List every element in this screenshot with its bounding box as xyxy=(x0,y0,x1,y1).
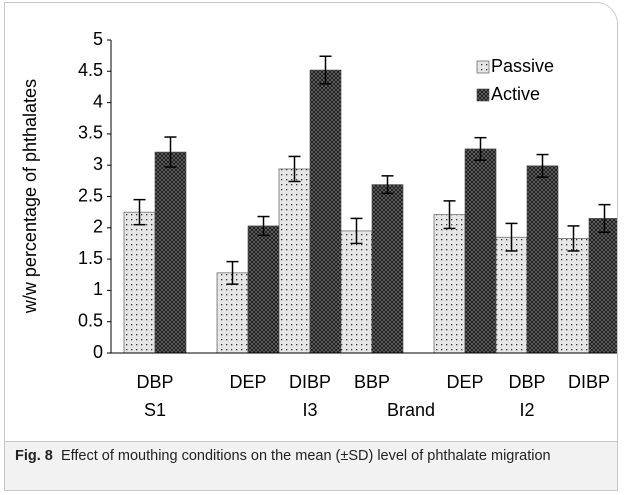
y-tick-label: 4 xyxy=(93,91,103,111)
y-tick-label: 0.5 xyxy=(78,310,103,330)
group-label: I2 xyxy=(519,400,534,420)
caption: Fig. 8 Effect of mouthing conditions on … xyxy=(5,441,617,490)
bar xyxy=(340,230,373,354)
bar xyxy=(464,148,497,354)
group-label: S1 xyxy=(144,400,166,420)
legend-swatch xyxy=(476,60,490,74)
bar xyxy=(557,238,590,354)
bar xyxy=(526,165,559,354)
bar xyxy=(588,218,617,354)
bar xyxy=(309,69,342,354)
y-tick-label: 3.5 xyxy=(78,123,103,143)
y-tick-label: 3 xyxy=(93,154,103,174)
x-tick-label: DBP xyxy=(508,372,545,392)
legend-swatch xyxy=(476,88,490,102)
x-axis-label: Brand xyxy=(387,400,435,420)
figure: w/w percentage of phthalates Brand 0 0.5 1… xyxy=(4,2,618,491)
x-tick-label: DEP xyxy=(446,372,483,392)
bar xyxy=(433,214,466,354)
bar xyxy=(154,151,187,354)
y-tick-label: 1.5 xyxy=(78,248,103,268)
x-tick-label: DBP xyxy=(136,372,173,392)
y-tick-label: 4.5 xyxy=(78,60,103,80)
y-axis-label: w/w percentage of phthalates xyxy=(20,79,40,314)
legend-label: Active xyxy=(491,84,540,104)
y-tick-label: 0 xyxy=(93,342,103,362)
y-tick-label: 5 xyxy=(93,29,103,49)
chart: w/w percentage of phthalates Brand 0 0.5 1… xyxy=(20,29,617,420)
bar xyxy=(247,225,280,354)
bar xyxy=(216,272,249,354)
bar xyxy=(278,168,311,354)
bar xyxy=(123,211,156,354)
bar xyxy=(495,236,528,354)
x-tick-label: DIBP xyxy=(568,372,610,392)
x-tick-label: DIBP xyxy=(289,372,331,392)
y-tick-label: 2.5 xyxy=(78,185,103,205)
caption-text: Effect of mouthing conditions on the mea… xyxy=(60,448,551,464)
caption-label: Fig. 8 xyxy=(15,448,53,464)
group-label: I3 xyxy=(302,400,317,420)
bar xyxy=(371,184,404,354)
y-tick-label: 2 xyxy=(93,217,103,237)
y-tick-label: 1 xyxy=(93,279,103,299)
x-tick-label: BBP xyxy=(354,372,390,392)
legend-label: Passive xyxy=(491,56,554,76)
x-tick-label: DEP xyxy=(229,372,266,392)
